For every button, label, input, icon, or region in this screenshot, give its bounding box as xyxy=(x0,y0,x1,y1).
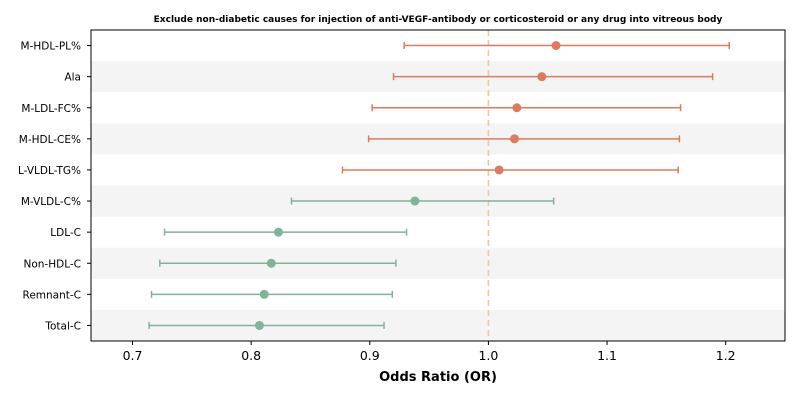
x-axis-label: Odds Ratio (OR) xyxy=(379,370,497,385)
y-tick-label: L-VLDL-TG% xyxy=(18,165,81,177)
chart-title: Exclude non-diabetic causes for injectio… xyxy=(154,15,723,25)
y-axis: M-HDL-PL% Ala M-LDL-FC% M-HDL-CE% L-VLDL-TG%… xyxy=(18,41,91,332)
confidence-intervals xyxy=(148,42,730,329)
x-tick-label: 0.8 xyxy=(241,348,261,363)
odds-ratio-point xyxy=(410,196,420,206)
x-tick-label: 0.9 xyxy=(360,348,380,363)
odds-ratio-point xyxy=(273,227,283,237)
odds-ratio-point xyxy=(537,72,547,82)
y-tick-label: Total-C xyxy=(44,320,81,332)
x-tick-label: 0.7 xyxy=(123,348,143,363)
x-tick-label: 1.2 xyxy=(716,348,736,363)
odds-ratio-points xyxy=(254,41,561,330)
odds-ratio-point xyxy=(266,258,276,268)
y-tick-label: M-VLDL-C% xyxy=(21,196,81,208)
y-tick-label: M-HDL-PL% xyxy=(21,41,81,53)
y-tick-label: Remnant-C xyxy=(23,289,82,301)
x-tick-label: 1.1 xyxy=(597,348,617,363)
y-tick-label: Ala xyxy=(64,72,81,84)
odds-ratio-point xyxy=(494,165,504,175)
y-tick-label: Non-HDL-C xyxy=(24,258,82,270)
odds-ratio-point xyxy=(551,41,561,51)
odds-ratio-point xyxy=(512,103,522,113)
odds-ratio-point xyxy=(510,134,520,144)
x-tick-label: 1.0 xyxy=(478,348,498,363)
y-tick-label: M-HDL-CE% xyxy=(19,134,81,146)
y-tick-label: M-LDL-FC% xyxy=(21,103,81,115)
y-tick-label: LDL-C xyxy=(50,227,81,239)
x-axis: 0.7 0.8 0.9 1.0 1.1 1.2 xyxy=(123,341,736,363)
plot-frame xyxy=(90,29,786,342)
odds-ratio-point xyxy=(254,320,264,330)
odds-ratio-point xyxy=(259,289,269,299)
